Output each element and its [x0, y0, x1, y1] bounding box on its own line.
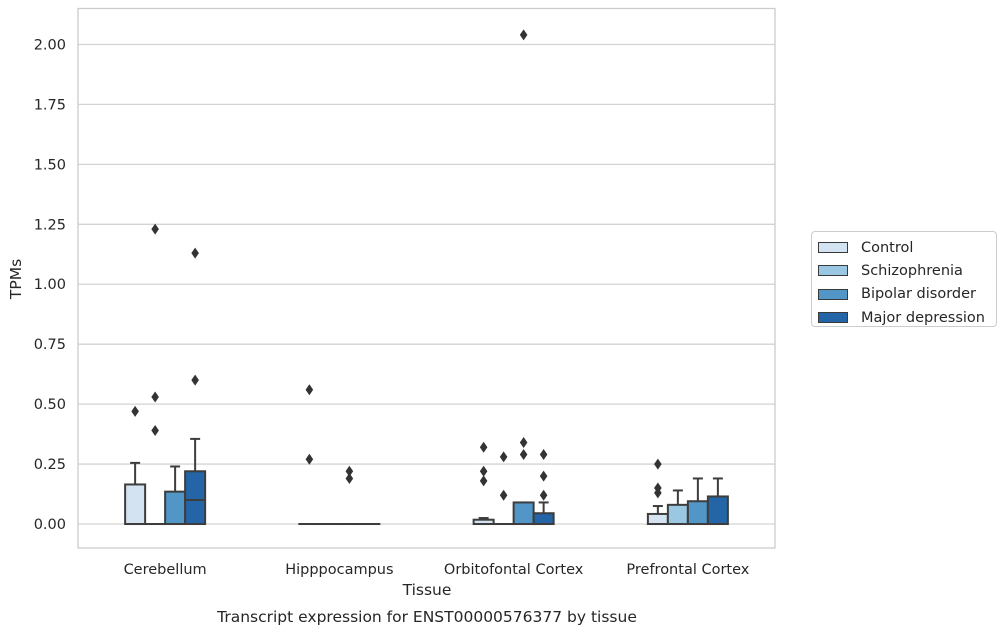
chart-title: Transcript expression for ENST0000057637… [216, 608, 637, 626]
outlier-point [305, 384, 314, 396]
x-tick-label: Hipppocampus [285, 562, 393, 578]
y-tick-label: 0.50 [34, 397, 66, 413]
y-tick-label: 0.00 [34, 517, 66, 533]
y-tick-label: 0.25 [34, 457, 66, 473]
outlier-point [479, 441, 488, 453]
box-body [646, 512, 669, 526]
x-axis-label: Tissue [402, 581, 452, 599]
outlier-point [519, 436, 528, 448]
box-1-2 [338, 465, 361, 526]
x-tick-labels: Cerebellum Hipppocampus Orbitofontal Corte… [124, 562, 750, 578]
legend-label: Control [861, 239, 914, 256]
box-2-1 [492, 451, 515, 526]
outlier-point [654, 487, 662, 499]
outlier-point [191, 247, 199, 259]
outlier-point [191, 374, 199, 386]
outlier-point [539, 489, 548, 501]
box-2-3 [532, 448, 555, 526]
box-body [124, 483, 147, 526]
y-tick-label: 0.75 [34, 337, 66, 353]
outlier-point [539, 448, 548, 460]
box-3-2 [686, 477, 709, 526]
y-grid [78, 43, 775, 525]
box-body [666, 503, 689, 526]
outlier-point [499, 489, 508, 501]
outlier-point [151, 391, 159, 403]
box-1-0 [298, 384, 321, 526]
y-axis-label: TPMs [7, 259, 25, 300]
outlier-point [131, 405, 139, 417]
box-3-0 [646, 458, 669, 526]
y-tick-label: 2.00 [34, 37, 66, 53]
outlier-point [499, 451, 508, 463]
box-3-1 [666, 489, 689, 526]
chart-marks [124, 29, 729, 526]
outlier-point [539, 470, 548, 482]
box-2-0 [472, 441, 495, 526]
legend: Control Schizophrenia Bipolar disorder Majo… [811, 231, 997, 327]
outlier-point [345, 472, 354, 484]
outlier-point [305, 453, 314, 465]
box-body [706, 495, 729, 526]
outlier-point [479, 465, 488, 477]
box-0-1 [144, 223, 167, 526]
y-tick-label: 1.25 [34, 217, 66, 233]
box-2-2 [512, 29, 535, 526]
legend-item: Schizophrenia [818, 259, 996, 282]
y-tick-labels: 0.00 0.25 0.50 0.75 1.00 1.25 1.50 1.75 2.00 [34, 37, 66, 533]
x-tick-label: Prefrontal Cortex [626, 562, 749, 578]
box-body [164, 490, 187, 526]
legend-item: Control [818, 236, 996, 259]
box-body [184, 470, 207, 526]
outlier-point [151, 223, 159, 235]
box-body [512, 501, 535, 526]
legend-swatch [818, 288, 848, 300]
y-tick-label: 1.75 [34, 97, 66, 113]
outlier-point [519, 448, 528, 460]
box-0-0 [124, 405, 147, 526]
outlier-point [479, 475, 488, 487]
legend-label: Schizophrenia [861, 262, 963, 279]
y-tick-label: 1.00 [34, 277, 66, 293]
box-body [686, 500, 709, 526]
x-tick-label: Cerebellum [124, 562, 207, 578]
y-tick-label: 1.50 [34, 157, 66, 173]
box-0-2 [164, 465, 187, 526]
legend-swatch [818, 265, 848, 277]
legend-swatch [818, 242, 848, 254]
x-tick-label: Orbitofontal Cortex [444, 562, 584, 578]
legend-label: Major depression [861, 309, 985, 326]
box-3-3 [706, 477, 729, 526]
outlier-point [345, 465, 354, 477]
outlier-point [519, 29, 528, 41]
outlier-point [151, 425, 159, 437]
legend-item: Bipolar disorder [818, 283, 996, 306]
box-body [532, 512, 555, 526]
legend-item: Major depression [818, 306, 996, 329]
legend-label: Bipolar disorder [861, 286, 976, 303]
outlier-point [654, 458, 662, 470]
legend-swatch [818, 312, 848, 324]
plot-frame [77, 7, 776, 549]
box-0-3 [184, 247, 207, 526]
